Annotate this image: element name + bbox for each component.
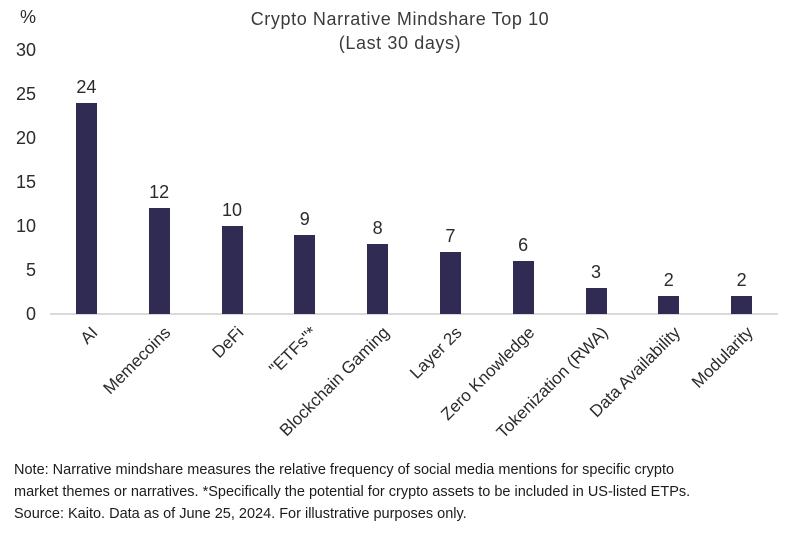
footnote-line-1: Note: Narrative mindshare measures the r… xyxy=(14,462,675,478)
bar-modularity xyxy=(731,296,753,314)
x-tick-label: AI xyxy=(77,323,102,348)
x-tick-label: Modularity xyxy=(688,323,758,392)
y-tick-label-10: 10 xyxy=(15,216,36,236)
y-tick-label-25: 25 xyxy=(15,84,36,104)
bar-value-label: 10 xyxy=(221,200,243,220)
bar-memecoins xyxy=(148,208,170,314)
y-tick-label-0: 0 xyxy=(25,304,36,324)
bar-tokenization-rwa xyxy=(585,288,607,314)
bar-value-label: 9 xyxy=(299,209,310,229)
bar-value-label: 8 xyxy=(372,218,383,238)
y-axis-unit-label: % xyxy=(19,7,36,27)
bar-zero-knowledge xyxy=(512,261,534,314)
bar-value-label: 3 xyxy=(590,262,601,282)
footnote-line-2: market themes or narratives. *Specifical… xyxy=(14,484,691,500)
bar-ai xyxy=(75,103,97,314)
bar-defi xyxy=(221,226,243,314)
x-tick-label: "ETFs"* xyxy=(264,323,321,379)
chart-title-line2: (Last 30 days) xyxy=(338,33,462,53)
bar-layer-2s xyxy=(439,252,461,314)
bar-value-label: 2 xyxy=(663,270,674,290)
bar-etfs xyxy=(294,235,316,314)
bar-data-availability xyxy=(658,296,680,314)
chart-title-line1: Crypto Narrative Mindshare Top 10 xyxy=(250,9,550,29)
bar-value-label: 2 xyxy=(736,270,747,290)
x-tick-label: Memecoins xyxy=(99,323,175,398)
chart-title: Crypto Narrative Mindshare Top 10 (Last … xyxy=(0,7,800,55)
bar-value-label: 24 xyxy=(76,77,97,97)
y-tick-label-5: 5 xyxy=(25,260,36,280)
y-tick-label-20: 20 xyxy=(15,128,36,148)
y-tick-label-15: 15 xyxy=(15,172,36,192)
footnote: Note: Narrative mindshare measures the r… xyxy=(14,459,690,525)
bar-blockchain-gaming xyxy=(367,244,389,314)
plot-area: 24 12 10 9 8 7 6 3 2 2 xyxy=(50,50,778,315)
bar-value-label: 7 xyxy=(445,226,456,246)
x-axis-line xyxy=(50,313,778,315)
bar-value-label: 12 xyxy=(149,182,170,202)
x-tick-label: DeFi xyxy=(208,323,248,362)
category-labels: AI Memecoins DeFi "ETFs"* Blockchain Gaming L… xyxy=(50,314,778,464)
bar-value-label: 6 xyxy=(518,235,529,255)
y-tick-label-30: 30 xyxy=(15,40,36,60)
x-tick-label: Layer 2s xyxy=(406,323,466,383)
footnote-line-3: Source: Kaito. Data as of June 25, 2024.… xyxy=(14,506,467,522)
